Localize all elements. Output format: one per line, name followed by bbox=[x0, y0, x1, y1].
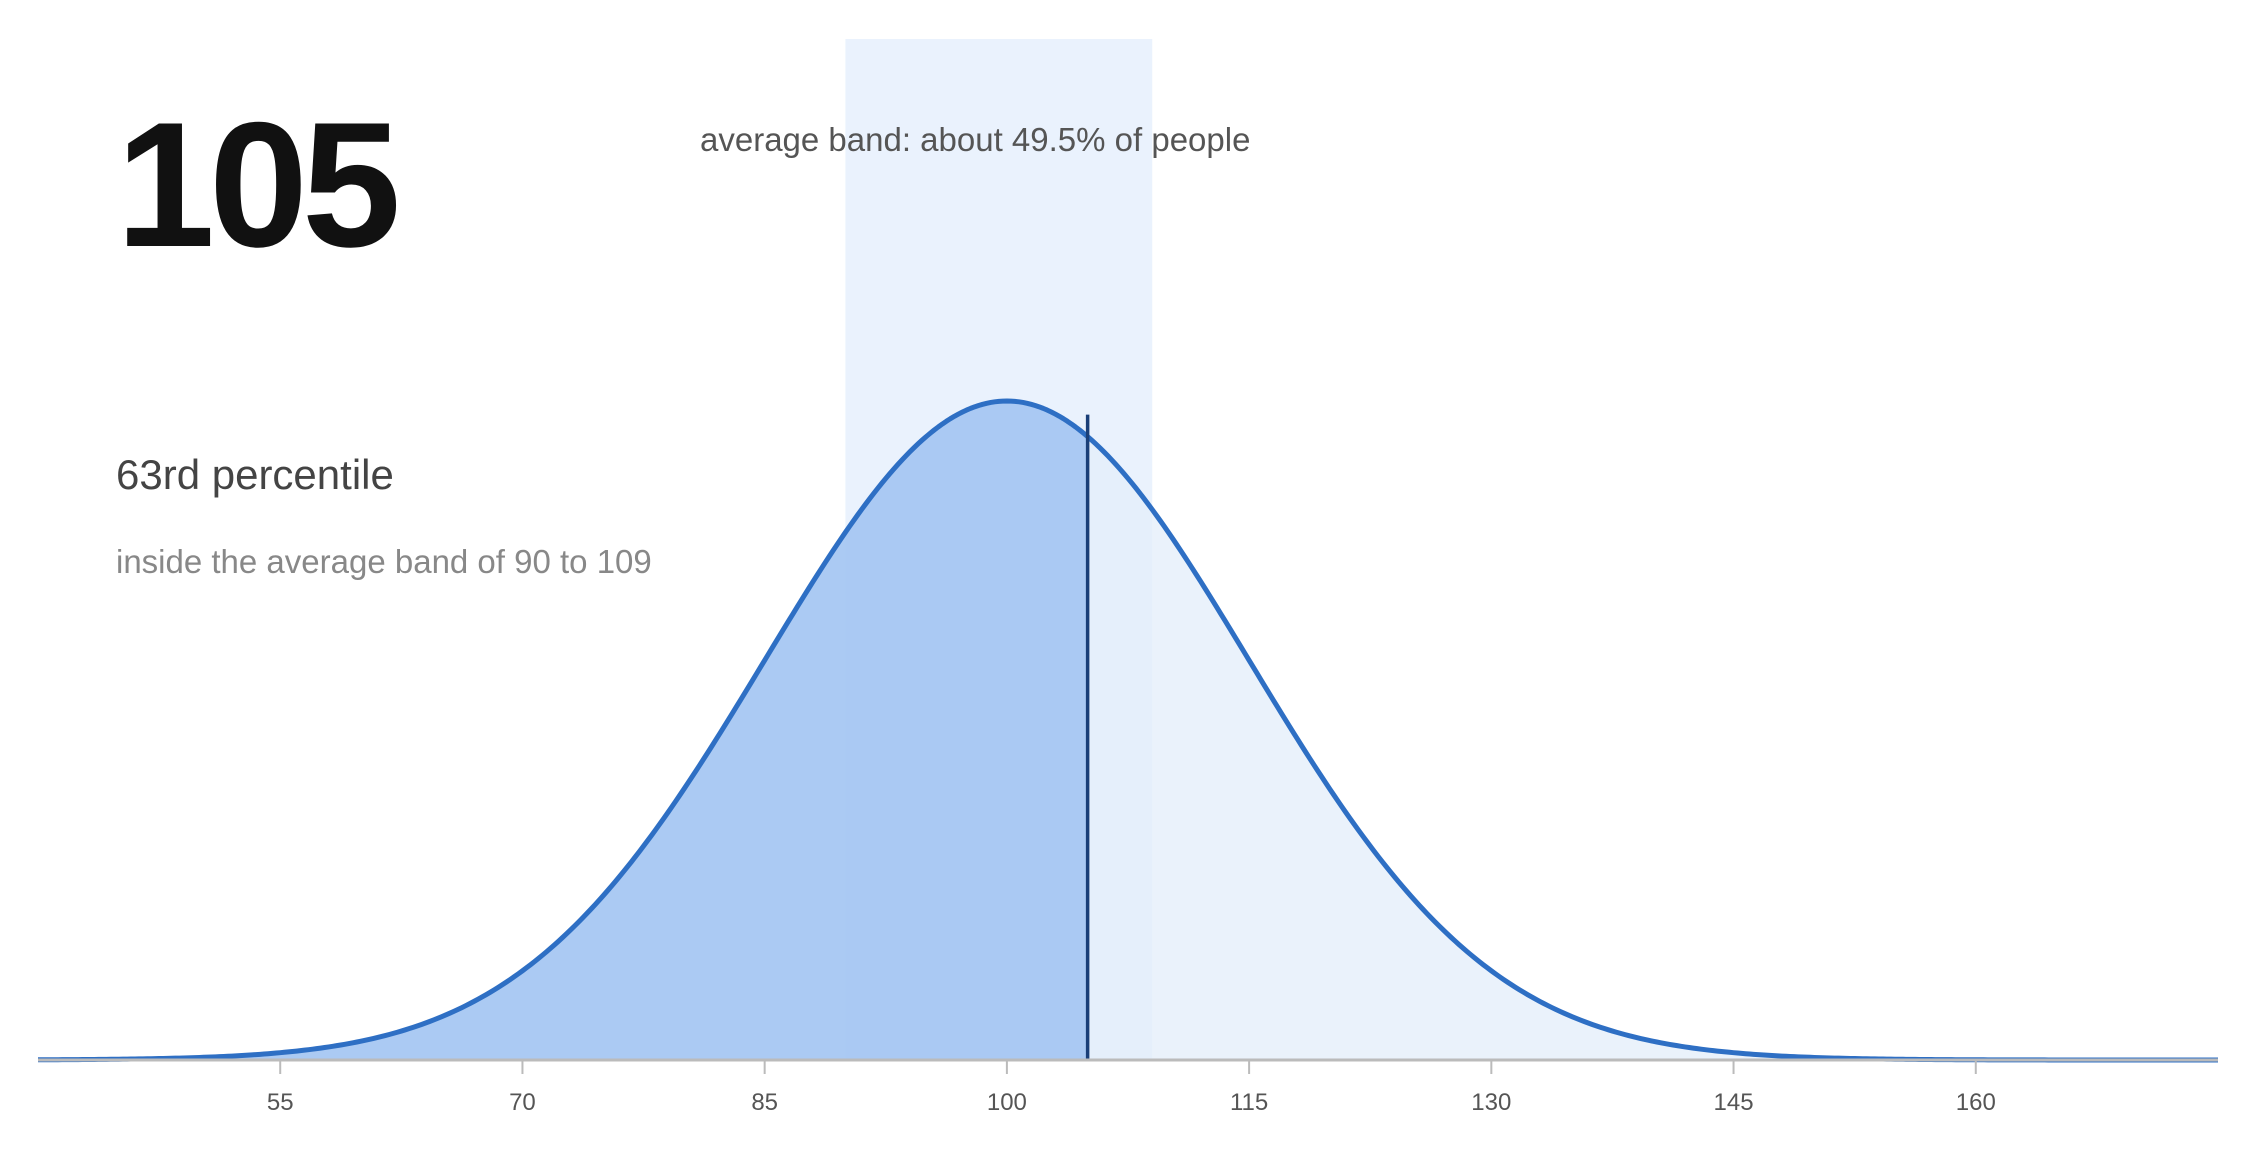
curve-area-right bbox=[1087, 436, 2218, 1060]
x-tick-label: 160 bbox=[1956, 1089, 1996, 1116]
x-tick-label: 100 bbox=[987, 1089, 1027, 1116]
percentile-text: 63rd percentile bbox=[116, 451, 394, 498]
x-tick-label: 70 bbox=[509, 1089, 536, 1116]
x-tick-label: 145 bbox=[1714, 1089, 1754, 1116]
band-caption: average band: about 49.5% of people bbox=[700, 121, 1251, 158]
x-axis-ticks: 55 70 85 100 115 130 145 160 bbox=[267, 1060, 1996, 1116]
score-value: 105 bbox=[116, 85, 401, 284]
x-tick-label: 55 bbox=[267, 1089, 294, 1116]
x-tick-label: 130 bbox=[1471, 1089, 1511, 1116]
x-tick-label: 115 bbox=[1230, 1089, 1268, 1116]
x-tick-label: 85 bbox=[751, 1089, 778, 1116]
band-note: inside the average band of 90 to 109 bbox=[116, 543, 652, 580]
